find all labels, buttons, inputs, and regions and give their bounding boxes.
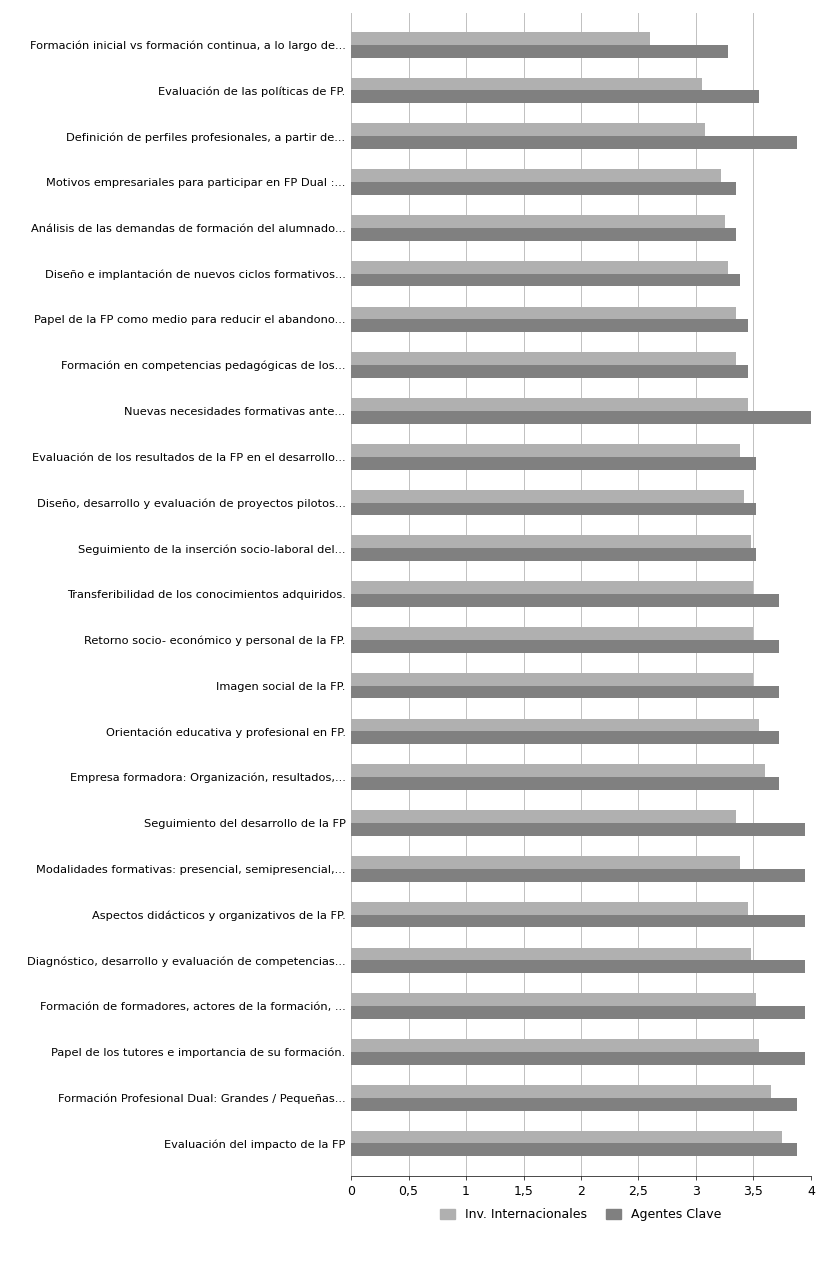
Bar	[351, 1085, 771, 1097]
Bar	[351, 215, 725, 228]
Bar	[351, 307, 737, 320]
Bar	[351, 810, 737, 823]
Bar	[351, 594, 778, 607]
Bar	[351, 1039, 759, 1052]
Bar	[351, 549, 756, 561]
Bar	[351, 273, 740, 287]
Bar	[351, 444, 740, 456]
Bar	[351, 320, 747, 332]
Bar	[351, 44, 728, 57]
Bar	[351, 765, 765, 777]
Bar	[351, 1131, 782, 1144]
Bar	[351, 868, 805, 881]
Bar	[351, 411, 811, 423]
Bar	[351, 915, 805, 928]
Bar	[351, 124, 705, 137]
Bar	[351, 260, 728, 273]
Bar	[351, 503, 756, 516]
Bar	[351, 856, 740, 868]
Bar	[351, 1052, 805, 1064]
Bar	[351, 1097, 797, 1111]
Bar	[351, 353, 737, 365]
Bar	[351, 137, 797, 149]
Bar	[351, 77, 701, 91]
Bar	[351, 182, 737, 195]
Bar	[351, 732, 778, 744]
Bar	[351, 489, 744, 503]
Bar	[351, 1006, 805, 1019]
Legend: Inv. Internacionales, Agentes Clave: Inv. Internacionales, Agentes Clave	[434, 1202, 728, 1227]
Bar	[351, 994, 756, 1006]
Bar	[351, 228, 737, 240]
Bar	[351, 1144, 797, 1157]
Bar	[351, 901, 747, 915]
Bar	[351, 398, 747, 411]
Bar	[351, 536, 751, 549]
Bar	[351, 672, 753, 685]
Bar	[351, 581, 753, 594]
Bar	[351, 640, 778, 652]
Bar	[351, 777, 778, 790]
Bar	[351, 627, 753, 640]
Bar	[351, 91, 759, 104]
Bar	[351, 365, 747, 378]
Bar	[351, 948, 751, 961]
Bar	[351, 169, 721, 182]
Bar	[351, 32, 650, 44]
Bar	[351, 685, 778, 699]
Bar	[351, 719, 759, 732]
Bar	[351, 961, 805, 973]
Bar	[351, 456, 756, 469]
Bar	[351, 823, 805, 836]
